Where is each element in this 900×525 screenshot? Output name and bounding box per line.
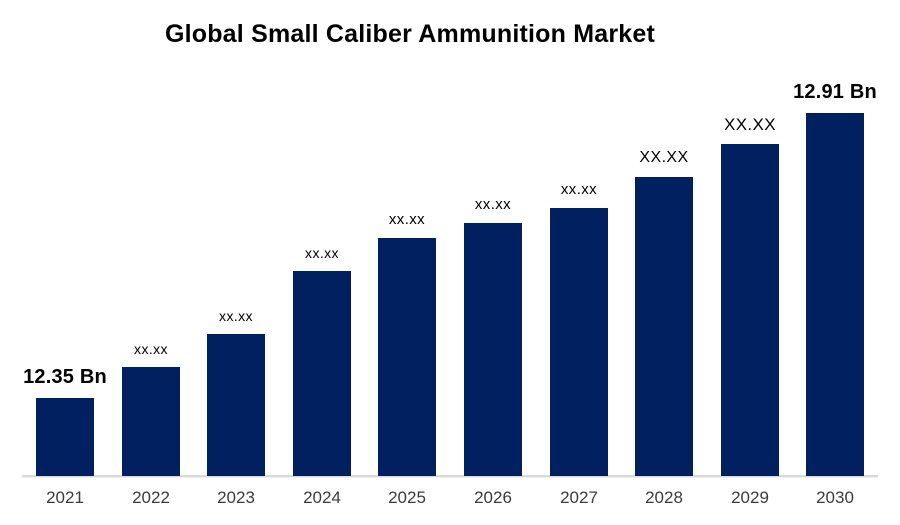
bar-2027 <box>550 208 608 476</box>
x-tick-2026: 2026 <box>474 488 512 507</box>
bar-value-label-2028: XX.XX <box>639 149 689 166</box>
bar-value-label-2021: 12.35 Bn <box>23 366 107 388</box>
x-axis-line <box>22 475 878 477</box>
x-tick-2022: 2022 <box>132 488 170 507</box>
bar-value-label-2023: xx.xx <box>219 308 253 324</box>
x-tick-2028: 2028 <box>645 488 683 507</box>
x-tick-2023: 2023 <box>217 488 255 507</box>
x-tick-2021: 2021 <box>46 488 84 507</box>
bar-value-label-2030: 12.91 Bn <box>793 81 877 103</box>
bar-value-label-2026: xx.xx <box>474 196 512 213</box>
x-tick-2027: 2027 <box>560 488 598 507</box>
bar-2026 <box>464 223 522 476</box>
x-tick-2030: 2030 <box>816 488 854 507</box>
bar-2028 <box>635 177 693 476</box>
bar-value-label-2025: xx.xx <box>388 211 426 228</box>
x-tick-2025: 2025 <box>388 488 426 507</box>
bar-value-label-2029: XX.XX <box>723 115 777 134</box>
chart-title: Global Small Caliber Ammunition Market <box>164 20 656 48</box>
x-tick-2024: 2024 <box>303 488 341 507</box>
bar-2021 <box>36 398 94 476</box>
bar-value-label-2027: xx.xx <box>560 181 598 198</box>
bar-2022 <box>122 367 180 476</box>
bar-2030 <box>806 113 864 476</box>
bar-2023 <box>207 334 265 476</box>
bar-value-label-2024: xx.xx <box>305 245 339 261</box>
bar-2024 <box>293 271 351 476</box>
bar-2029 <box>721 144 779 476</box>
bar-2025 <box>378 238 436 476</box>
bar-value-label-2022: xx.xx <box>134 341 168 357</box>
x-tick-2029: 2029 <box>731 488 769 507</box>
